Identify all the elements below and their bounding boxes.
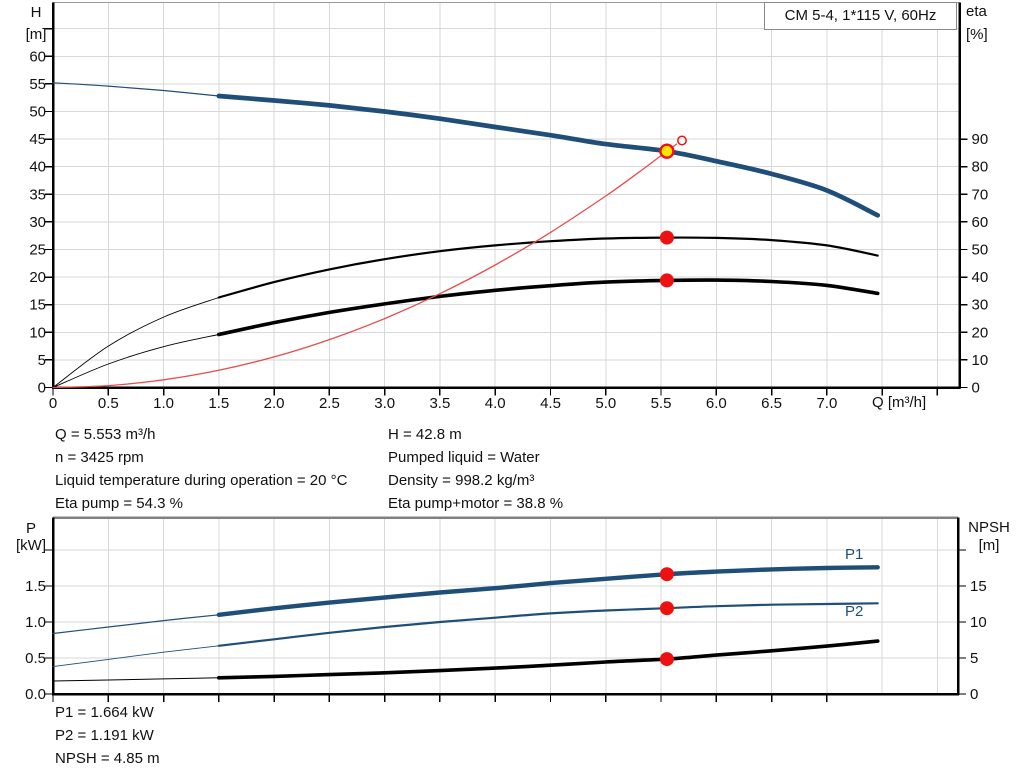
duty-info-eta-pump: Eta pump = 54.3 % [55, 495, 183, 512]
eta-pump-plus-motor-curve-thick [217, 278, 880, 337]
duty-info-q: Q = 5.553 m³/h [55, 426, 156, 443]
p-axis-label: P [25, 520, 36, 537]
right-axis-tick-label: 30 [972, 297, 989, 314]
x-axis-tick-label: 0.5 [98, 395, 119, 412]
P2-curve-thin [52, 645, 220, 668]
x-axis-tick-label: 0 [49, 395, 57, 412]
pump-curve-QH-thick [216, 93, 881, 218]
P1-curve-thick [216, 565, 880, 617]
eta-axis-unit: [%] [966, 26, 988, 43]
left-axis-tick-label: 45 [29, 131, 46, 148]
pump-title-box: CM 5-4, 1*115 V, 60Hz [764, 2, 957, 30]
left-axis-tick-label: 55 [29, 76, 46, 93]
right-axis-tick-label: 40 [972, 269, 989, 286]
right-axis-tick-label: 80 [972, 159, 989, 176]
right-axis-tick-label: 0 [972, 380, 980, 397]
eta-axis-label: eta [966, 3, 987, 20]
duty-flow-dot-marker [659, 601, 674, 616]
left-axis-tick-label: 15 [29, 297, 46, 314]
p-axis-unit: [kW] [16, 537, 46, 554]
right-axis-tick-label: 90 [972, 131, 989, 148]
left-axis-tick-label: 35 [29, 186, 46, 203]
x-axis-tick-label: 6.5 [761, 395, 782, 412]
left-axis-tick-label: 1.5 [25, 578, 46, 595]
x-axis-tick-label: 1.5 [208, 395, 229, 412]
power-info-npsh: NPSH = 4.85 m [55, 750, 160, 767]
x-axis-tick-label: 2.0 [264, 395, 285, 412]
right-axis-tick-label: 70 [972, 186, 989, 203]
left-axis-tick-label: 10 [29, 324, 46, 341]
right-axis-tick-label: 10 [972, 352, 989, 369]
h-axis-label: H [30, 4, 42, 21]
right-axis-tick-label: 50 [972, 242, 989, 259]
requested-duty-open-marker [677, 135, 687, 146]
duty-info-speed: n = 3425 rpm [55, 449, 144, 466]
power-info-p2: P2 = 1.191 kW [55, 727, 154, 744]
left-axis-tick-label: 0.0 [25, 686, 46, 703]
duty-info-liquid-temp: Liquid temperature during operation = 20… [55, 472, 348, 489]
pump-curve-QH-thin [52, 82, 220, 97]
left-axis-tick-label: 30 [29, 214, 46, 231]
left-axis-tick-label: 50 [29, 104, 46, 121]
p1-curve-label: P1 [845, 546, 864, 563]
right-axis-tick-label: 10 [970, 614, 987, 631]
right-axis-tick-label: 0 [970, 686, 978, 703]
power-info-p1: P1 = 1.664 kW [55, 704, 154, 721]
P1-curve-thin [52, 614, 220, 635]
duty-flow-dot-marker [659, 230, 674, 245]
x-axis-tick-label: 4.5 [540, 395, 561, 412]
q-axis-label: Q [m³/h] [872, 394, 927, 411]
duty-info-density: Density = 998.2 kg/m³ [388, 472, 535, 489]
left-axis-tick-label: 60 [29, 48, 46, 65]
eta-pump-plus-motor-curve-thin [52, 334, 220, 388]
duty-flow-dot-marker [659, 273, 674, 288]
x-axis-tick-label: 4.0 [485, 395, 506, 412]
duty-info-head: H = 42.8 m [388, 426, 462, 443]
P2-curve-thick [217, 602, 879, 647]
left-axis-tick-label: 5 [38, 352, 46, 369]
h-axis-unit: [m] [25, 26, 47, 43]
x-axis-tick-label: 6.0 [706, 395, 727, 412]
eta-pump-curve-thin [52, 297, 220, 388]
left-axis-tick-label: 40 [29, 159, 46, 176]
NPSH-curve-thick [217, 639, 880, 680]
x-axis-tick-label: 5.0 [595, 395, 616, 412]
duty-point-marker[interactable] [659, 143, 675, 159]
duty-flow-dot-marker [659, 567, 674, 582]
system-curve [52, 143, 678, 389]
left-axis-tick-label: 20 [29, 269, 46, 286]
npsh-axis-label: NPSH [968, 519, 1010, 536]
x-axis-tick-label: 3.0 [374, 395, 395, 412]
npsh-axis-unit: [m] [978, 537, 1000, 554]
duty-flow-dot-marker [659, 652, 674, 667]
right-axis-tick-label: 5 [970, 650, 978, 667]
x-axis-tick-label: 7.0 [816, 395, 837, 412]
x-axis-tick-label: 5.5 [651, 395, 672, 412]
left-axis-tick-label: 25 [29, 242, 46, 259]
right-axis-tick-label: 20 [972, 324, 989, 341]
left-axis-tick-label: 0 [38, 380, 46, 397]
p2-curve-label: P2 [845, 603, 864, 620]
right-axis-tick-label: 60 [972, 214, 989, 231]
duty-info-pumped-liquid: Pumped liquid = Water [388, 449, 540, 466]
x-axis-tick-label: 3.5 [429, 395, 450, 412]
right-axis-tick-label: 15 [970, 578, 987, 595]
duty-info-eta-pump-motor: Eta pump+motor = 38.8 % [388, 495, 564, 512]
x-axis-tick-label: 1.0 [153, 395, 174, 412]
left-axis-tick-label: 0.5 [25, 650, 46, 667]
eta-pump-curve-thick [217, 236, 879, 299]
left-axis-tick-label: 1.0 [25, 614, 46, 631]
NPSH-curve-thin [52, 677, 220, 682]
x-axis-tick-label: 2.5 [319, 395, 340, 412]
